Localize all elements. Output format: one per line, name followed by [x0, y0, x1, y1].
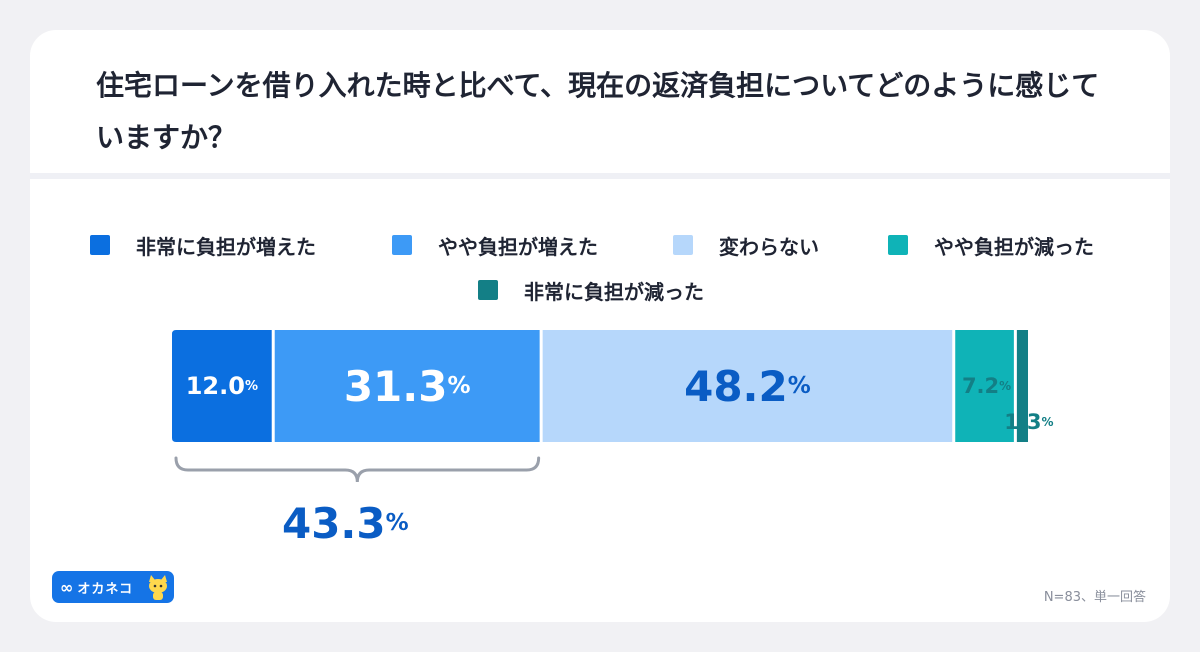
- legend-label: やや負担が減った: [934, 234, 1094, 259]
- chart-card: 住宅ローンを借り入れた時と比べて、現在の返済負担についてどのように感じていますか…: [30, 30, 1170, 622]
- bar-segment-4: [955, 330, 1014, 442]
- okaneko-logo: ∞ オカネコ: [52, 571, 174, 603]
- legend-swatch: [478, 280, 498, 300]
- chart-title: 住宅ローンを借り入れた時と比べて、現在の返済負担についてどのように感じていますか…: [96, 69, 1100, 154]
- logo-text: オカネコ: [77, 581, 134, 597]
- title-divider: [30, 173, 1170, 179]
- data-label-4: 7.2%: [962, 374, 1011, 398]
- legend-swatch: [888, 235, 908, 255]
- legend-item-unchanged: 変わらない: [673, 230, 819, 260]
- legend-swatch: [392, 235, 412, 255]
- legend-swatch: [90, 235, 110, 255]
- legend-label: 変わらない: [719, 234, 819, 259]
- data-label-2: 31.3%: [344, 362, 471, 411]
- bar-segment-1: [172, 330, 272, 442]
- bracket-total-label: 43.3%: [282, 499, 409, 548]
- data-label-3: 48.2%: [684, 362, 811, 411]
- legend-label: 非常に負担が増えた: [136, 234, 316, 259]
- legend-item-slightly-increased: やや負担が増えた: [392, 230, 598, 260]
- cat-mascot-icon: [149, 575, 167, 600]
- bar-segment-5: [1016, 330, 1028, 442]
- bar-segment-2: [274, 330, 540, 442]
- sample-note: N=83、単一回答: [1043, 590, 1146, 605]
- infinity-icon: ∞: [60, 577, 74, 597]
- data-label-1: 12.0%: [186, 372, 258, 400]
- bar-corner-bottom: [172, 438, 176, 442]
- stacked-bar-chart: 12.0% 31.3% 48.2% 7.2% 1.3% 43.3%: [172, 330, 1053, 548]
- legend-item-very-increased: 非常に負担が増えた: [90, 230, 316, 260]
- legend-item-very-decreased: 非常に負担が減った: [478, 275, 704, 305]
- data-label-5: 1.3%: [1004, 410, 1053, 434]
- legend-item-slightly-decreased: やや負担が減った: [888, 230, 1094, 260]
- bar-segment-3: [542, 330, 953, 442]
- legend-swatch: [673, 235, 693, 255]
- bar-corner-top: [172, 330, 176, 334]
- legend-label: やや負担が増えた: [438, 234, 598, 259]
- total-bracket: [174, 456, 541, 483]
- legend-label: 非常に負担が減った: [524, 279, 704, 304]
